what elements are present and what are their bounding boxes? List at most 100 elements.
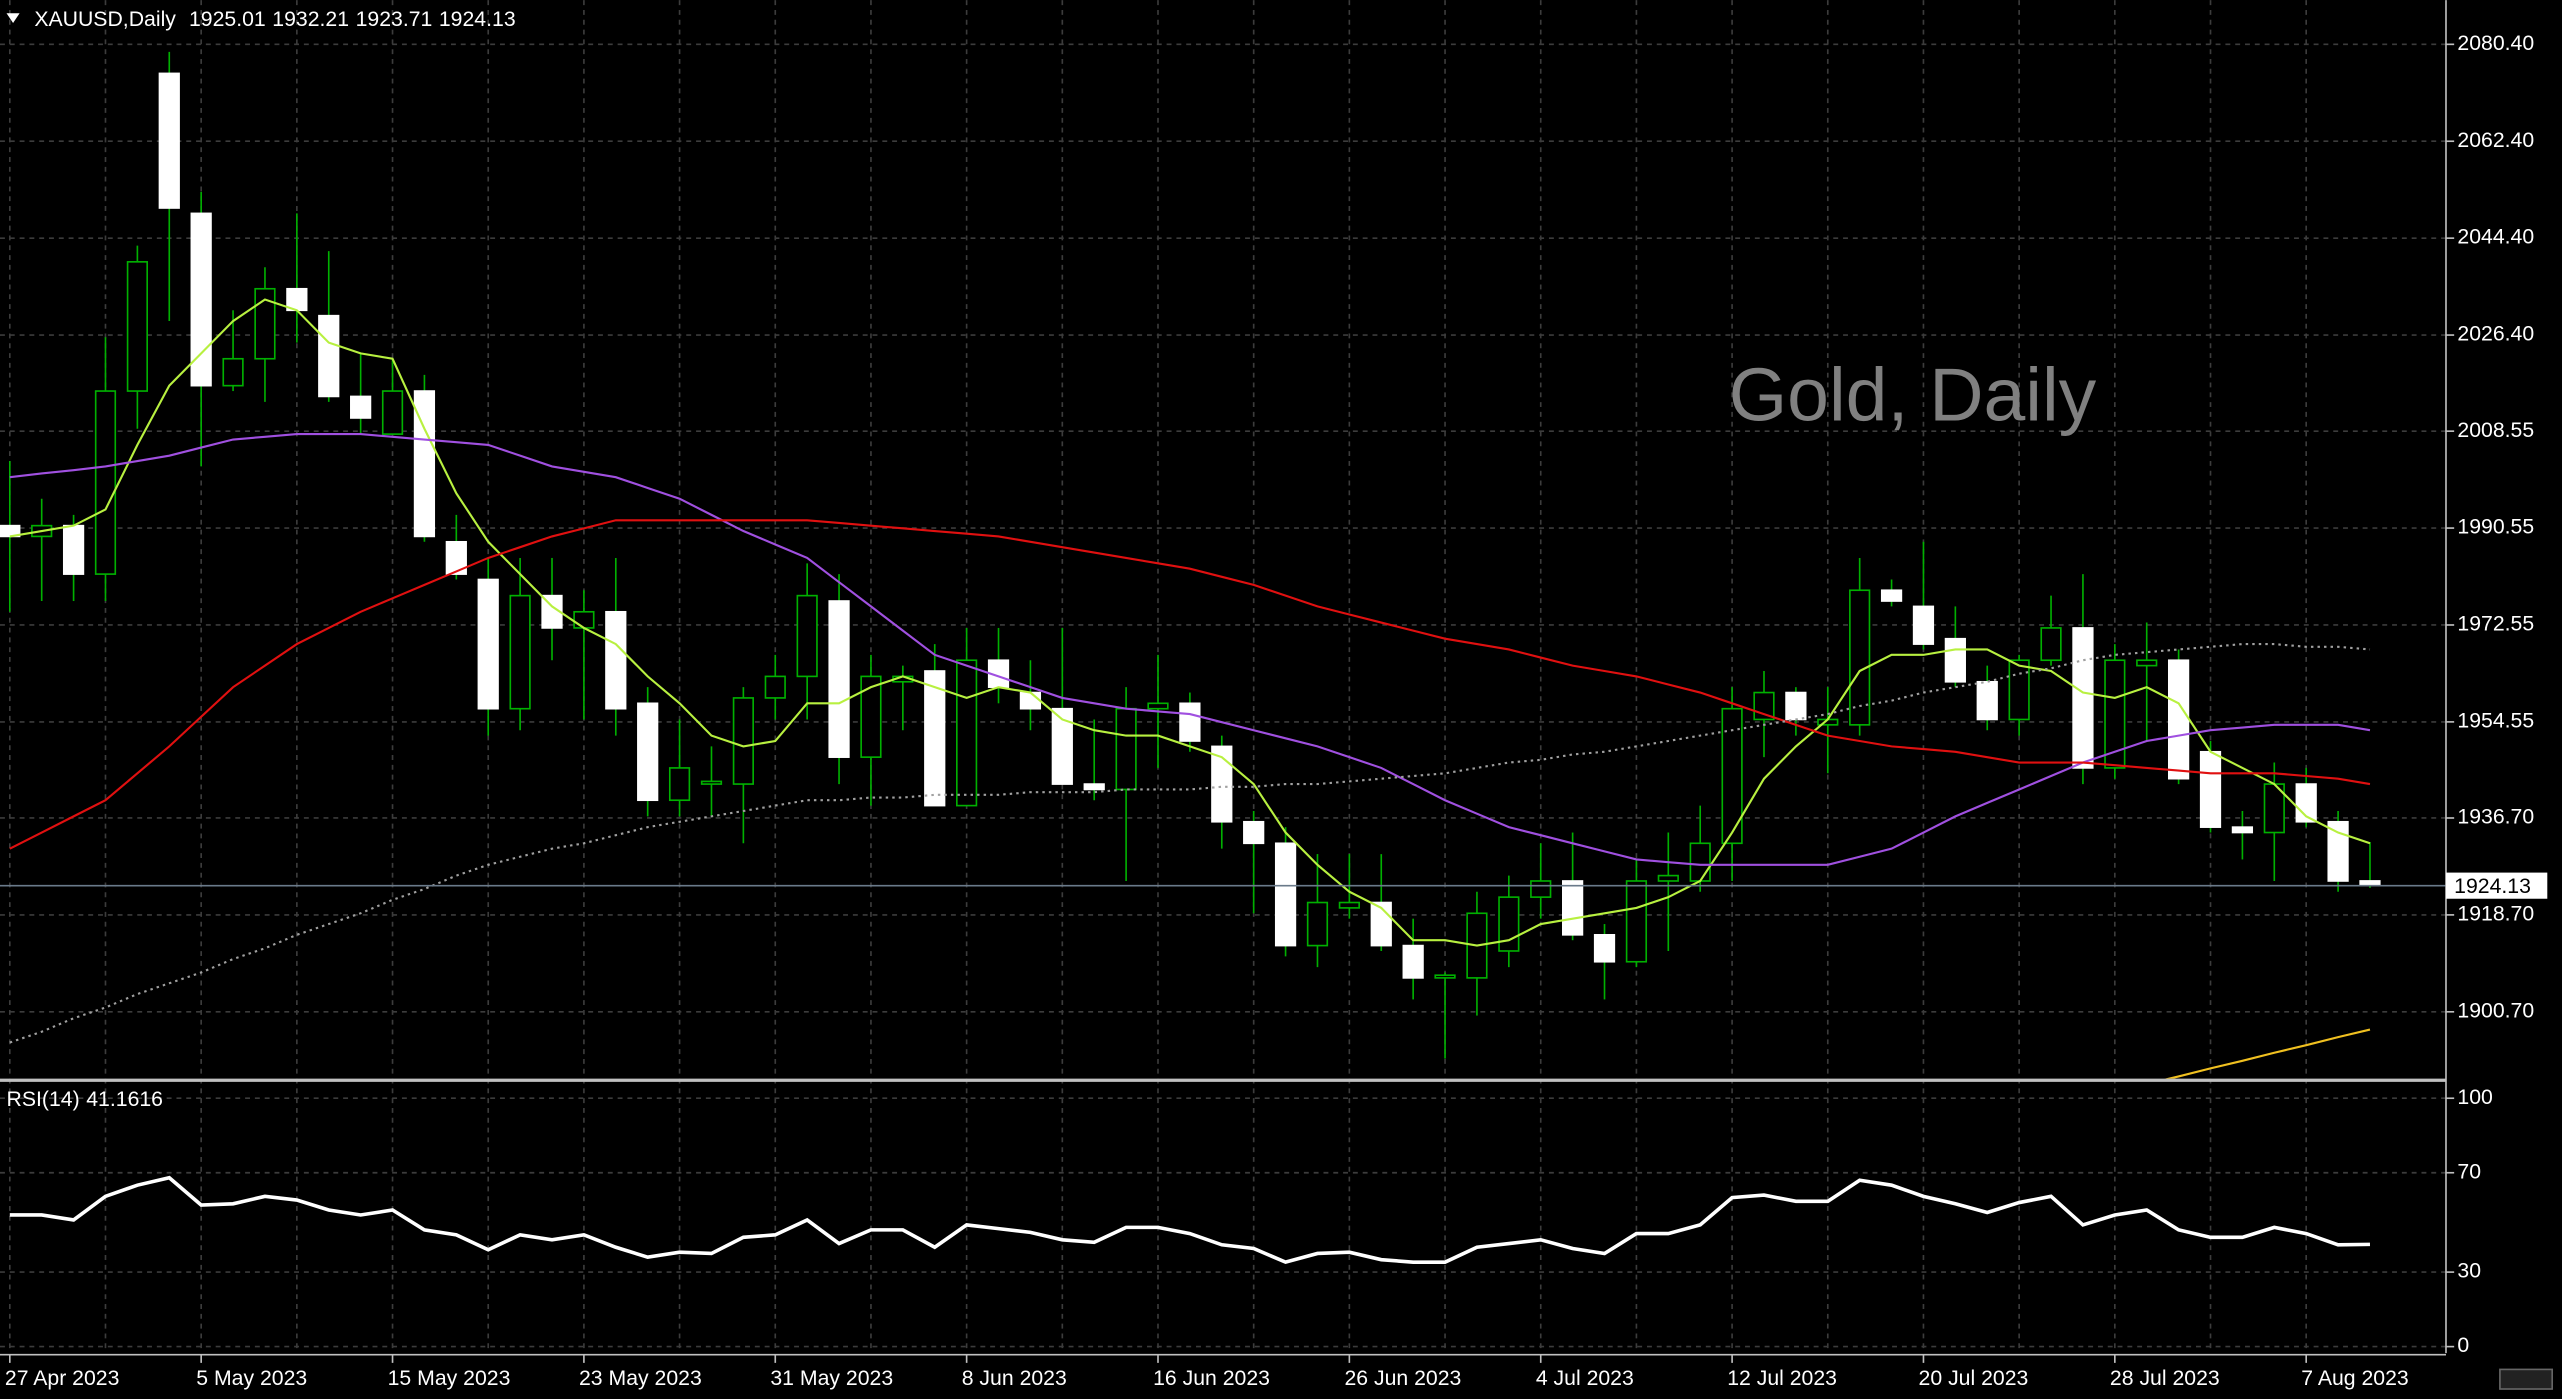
candle-body [828, 600, 850, 758]
line [9, 519, 2371, 850]
x-tick-label: 28 Jul 2023 [2110, 1366, 2220, 1390]
y-tick-label: 1918.70 [2457, 902, 2534, 926]
candle-body [1498, 896, 1520, 952]
candle-body [1115, 707, 1137, 791]
candle-body [1306, 901, 1329, 947]
x-tick-label: 5 May 2023 [196, 1366, 307, 1390]
candle-body [254, 287, 276, 360]
candle-body [796, 594, 818, 678]
candle-body [1625, 880, 1648, 963]
candle-body [1976, 680, 1998, 721]
candle-body [1944, 637, 1966, 683]
candle-body [381, 390, 404, 435]
candle-body [158, 72, 180, 209]
y-tick-label: 1936.70 [2457, 805, 2534, 829]
candle-body [668, 767, 691, 802]
candle-body [350, 395, 372, 419]
x-tick-label: 16 Jun 2023 [1153, 1366, 1270, 1390]
candle-body [1593, 934, 1616, 963]
current-price-box [2445, 872, 2548, 899]
line [9, 1175, 2371, 1265]
candle-body [509, 594, 531, 710]
candle-body [1402, 944, 1424, 979]
candle-body [1434, 974, 1456, 979]
candle-body [573, 610, 595, 629]
y-tick-label: 2008.55 [2457, 418, 2534, 442]
candle-body [2231, 826, 2254, 834]
rsi-title: RSI(14) [7, 1086, 80, 1110]
y-tick-label: 1954.55 [2457, 708, 2534, 732]
candle-body [2040, 627, 2062, 662]
candle-body [2327, 820, 2349, 882]
chart-header: XAUUSD,Daily 1925.01 1932.21 1923.71 1924.13 [34, 6, 515, 30]
candle-body [1880, 589, 1903, 602]
candle-body [732, 697, 754, 785]
x-tick-label: 8 Jun 2023 [962, 1366, 1067, 1390]
candle-body [700, 780, 723, 785]
candle-body [94, 390, 117, 575]
logo [2499, 1368, 2554, 1390]
candle-body [2136, 659, 2158, 667]
header-low: 1923.71 [356, 6, 433, 30]
price-panel [0, 51, 2446, 1079]
candle-body [1689, 842, 1711, 882]
line [9, 643, 2371, 1044]
candle-body [1274, 842, 1297, 947]
x-tick-label: 26 Jun 2023 [1344, 1366, 1461, 1390]
x-tick-label: 31 May 2023 [770, 1366, 893, 1390]
candle-body [2008, 659, 2030, 721]
candle-body [413, 390, 436, 538]
candle-body [1849, 589, 1871, 726]
header-close: 1924.13 [439, 6, 516, 30]
y-tick-label: 1990.55 [2457, 515, 2534, 539]
rsi-panel [9, 1175, 2371, 1265]
y-tick-label: 2062.40 [2457, 128, 2534, 152]
candle-body [2167, 659, 2190, 780]
candle-body [764, 675, 786, 699]
candle-body [1338, 901, 1360, 909]
candle-body [1179, 702, 1201, 742]
candle-body [1243, 820, 1265, 845]
x-tick-label: 27 Apr 2023 [5, 1366, 120, 1390]
candle-body [2104, 659, 2126, 769]
candle-body [62, 524, 85, 575]
x-tick-label: 7 Aug 2023 [2301, 1366, 2408, 1390]
candle-body [637, 702, 659, 802]
x-tick-label: 20 Jul 2023 [1919, 1366, 2029, 1390]
y-tick-label: 1900.70 [2457, 998, 2534, 1022]
y-tick-label: 30 [2457, 1259, 2481, 1283]
line [9, 298, 2371, 947]
candle-body [605, 610, 627, 710]
candle-body [1147, 702, 1169, 710]
watermark: Gold, Daily [1729, 352, 2097, 436]
candle-body [956, 659, 978, 807]
candle-body [1211, 745, 1233, 823]
x-tick-label: 4 Jul 2023 [1536, 1366, 1634, 1390]
header-open: 1925.01 [189, 6, 266, 30]
candle-body [190, 212, 212, 387]
y-tick-label: 0 [2457, 1333, 2469, 1357]
y-tick-label: 100 [2457, 1085, 2492, 1109]
candle-body [1785, 691, 1807, 721]
y-tick-label: 70 [2457, 1159, 2481, 1183]
x-tick-label: 15 May 2023 [388, 1366, 511, 1390]
candle-body [1912, 605, 1935, 645]
y-tick-label: 2026.40 [2457, 322, 2534, 346]
x-tick-label: 23 May 2023 [579, 1366, 702, 1390]
candle-body [126, 261, 149, 392]
candle-body [2199, 750, 2222, 828]
rsi-header: RSI(14) 41.1616 [7, 1086, 163, 1110]
y-tick-label: 2080.40 [2457, 31, 2534, 55]
rsi-value: 41.1616 [86, 1086, 163, 1110]
candle-body [1562, 880, 1584, 936]
candle-body [1530, 880, 1552, 898]
candle-body [222, 357, 244, 387]
line [9, 433, 2371, 866]
candle-body [1019, 691, 1042, 710]
collapse-icon[interactable] [6, 13, 20, 24]
x-tick-label: 12 Jul 2023 [1727, 1366, 1837, 1390]
